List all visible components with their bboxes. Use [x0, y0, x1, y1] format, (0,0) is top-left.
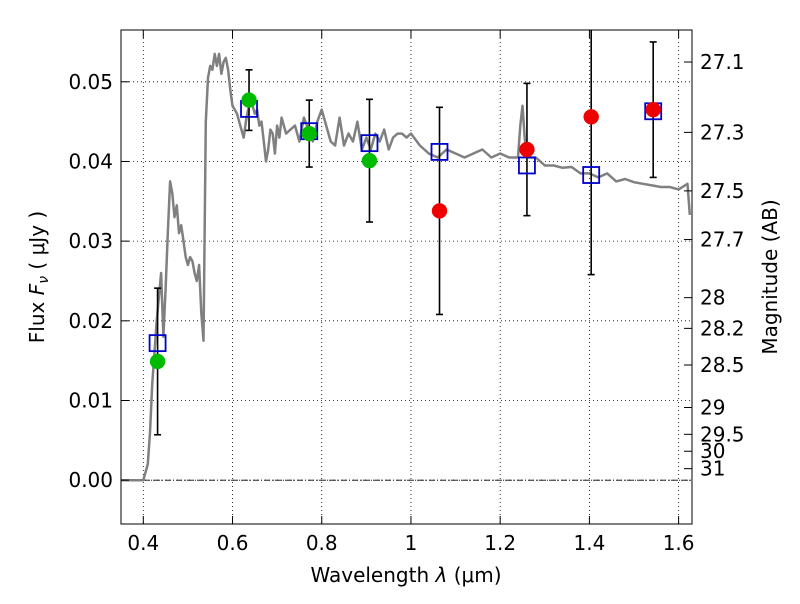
observed-flux-points	[149, 92, 661, 370]
x-tick-label: 0.6	[217, 531, 249, 555]
magnitude-tick-label: 29	[700, 396, 725, 420]
synthetic-flux-square	[518, 156, 536, 175]
red-flux-point	[431, 203, 448, 219]
y-tick-label: 0.03	[68, 229, 113, 253]
axis-ticks	[121, 30, 692, 524]
red-flux-point	[645, 101, 661, 118]
magnitude-tick-label: 27.7	[700, 228, 745, 252]
plot-frame	[120, 29, 693, 525]
x-tick-label: 0.8	[306, 531, 338, 555]
red-flux-point	[519, 141, 535, 158]
x-tick-label: 1.2	[484, 531, 516, 555]
green-flux-point	[241, 92, 257, 108]
y-tick-label: 0.00	[68, 468, 113, 492]
synthetic-flux-squares	[148, 99, 663, 353]
y-tick-label: 0.01	[68, 389, 113, 413]
synthetic-flux-square	[360, 134, 379, 153]
y-tick-label: 0.05	[68, 70, 113, 94]
model-spectrum-line	[121, 52, 692, 482]
synthetic-flux-square	[148, 334, 167, 353]
synthetic-flux-square	[430, 143, 449, 161]
x-tick-label: 1.6	[663, 531, 695, 555]
green-flux-point	[149, 353, 166, 370]
x-tick-label: 1	[405, 531, 418, 555]
magnitude-tick-label: 29.5	[700, 422, 745, 446]
y-tick-label: 0.04	[68, 149, 113, 173]
green-flux-point	[301, 125, 318, 142]
magnitude-tick-label: 27.1	[700, 50, 745, 74]
synthetic-flux-square	[582, 166, 601, 184]
magnitude-tick-label: 28.5	[700, 353, 745, 377]
model-spectrum	[121, 52, 692, 482]
x-tick-label: 1.4	[573, 531, 605, 555]
magnitude-tick-label: 31	[700, 457, 725, 481]
magnitude-tick-label: 28	[700, 286, 725, 310]
x-tick-label: 0.4	[127, 531, 159, 555]
x-axis-title: Wavelength λ (μm)	[310, 563, 501, 587]
green-flux-point	[361, 152, 378, 169]
y-tick-labels: 0.00 0.01 0.02 0.03 0.04 0.05	[68, 70, 113, 492]
red-flux-point	[583, 109, 599, 125]
x-tick-labels: 0.4 0.6 0.8 1 1.2 1.4 1.6	[127, 531, 694, 555]
magnitude-tick-label: 27.3	[700, 120, 745, 144]
magnitude-tick-label: 30	[700, 439, 725, 463]
y-tick-label: 0.02	[68, 309, 113, 333]
y2-axis-title: Magnitude (AB)	[758, 199, 782, 354]
magnitude-tick-label: 28.2	[700, 316, 745, 340]
y-axis-title: Flux Fν ( μJy )	[25, 211, 52, 343]
magnitude-tick-label: 27.5	[700, 179, 745, 203]
